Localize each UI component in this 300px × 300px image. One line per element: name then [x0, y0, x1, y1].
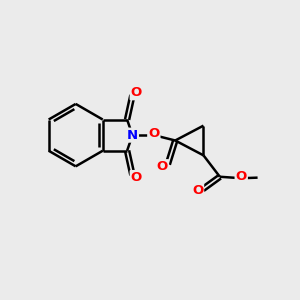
Text: O: O: [157, 160, 168, 173]
Text: O: O: [131, 171, 142, 184]
Text: O: O: [236, 170, 247, 183]
Text: O: O: [148, 127, 160, 140]
Text: O: O: [131, 86, 142, 99]
Text: O: O: [192, 184, 203, 197]
Text: N: N: [127, 129, 138, 142]
